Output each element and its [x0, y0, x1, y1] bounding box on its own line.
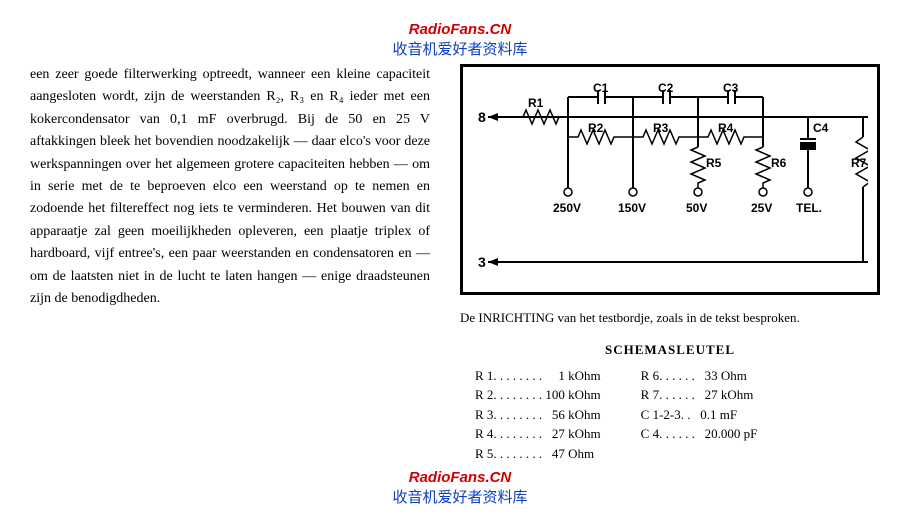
- schema-key-title: SCHEMASLEUTEL: [460, 342, 880, 358]
- label-c2: C2: [658, 81, 674, 95]
- main-container: een zeer goede filterwerking optreedt, w…: [30, 64, 890, 463]
- tap-150v: 150V: [618, 201, 646, 215]
- tap-tel: TEL.: [796, 201, 822, 215]
- label-c4: C4: [813, 121, 829, 135]
- label-r5: R5: [706, 156, 722, 170]
- schema-col-right: R 6. . . . . . 33 Ohm R 7. . . . . . 27 …: [641, 366, 758, 464]
- terminal-3: 3: [478, 254, 486, 270]
- label-c1: C1: [593, 81, 609, 95]
- top-watermark: RadioFans.CN 收音机爱好者资料库: [30, 20, 890, 59]
- body-text-column: een zeer goede filterwerking optreedt, w…: [30, 64, 430, 463]
- label-r3: R3: [653, 121, 669, 135]
- tap-250v: 250V: [553, 201, 581, 215]
- label-r4: R4: [718, 121, 734, 135]
- schema-col-left: R 1. . . . . . . . 1 kOhm R 2. . . . . .…: [475, 366, 601, 464]
- body-text: een zeer goede filterwerking optreedt, w…: [30, 67, 430, 306]
- label-r6: R6: [771, 156, 787, 170]
- watermark-sub: 收音机爱好者资料库: [30, 40, 890, 60]
- schema-key-table: R 1. . . . . . . . 1 kOhm R 2. . . . . .…: [460, 366, 880, 464]
- label-r2: R2: [588, 121, 604, 135]
- label-c3: C3: [723, 81, 739, 95]
- schematic-diagram: 8 R1 C1 C2 C3: [460, 64, 880, 295]
- watermark-brand: RadioFans.CN: [30, 20, 890, 40]
- watermark-sub-bottom: 收音机爱好者资料库: [392, 489, 527, 506]
- label-r1: R1: [528, 96, 544, 110]
- terminal-8: 8: [478, 109, 486, 125]
- tap-25v: 25V: [751, 201, 772, 215]
- watermark-brand-bottom: RadioFans.CN: [409, 469, 512, 486]
- bottom-watermark: RadioFans.CN 收音机爱好者资料库: [30, 468, 890, 507]
- figure-caption: De INRICHTING van het testbordje, zoals …: [460, 310, 880, 327]
- tap-50v: 50V: [686, 201, 707, 215]
- right-column: 8 R1 C1 C2 C3: [460, 64, 880, 463]
